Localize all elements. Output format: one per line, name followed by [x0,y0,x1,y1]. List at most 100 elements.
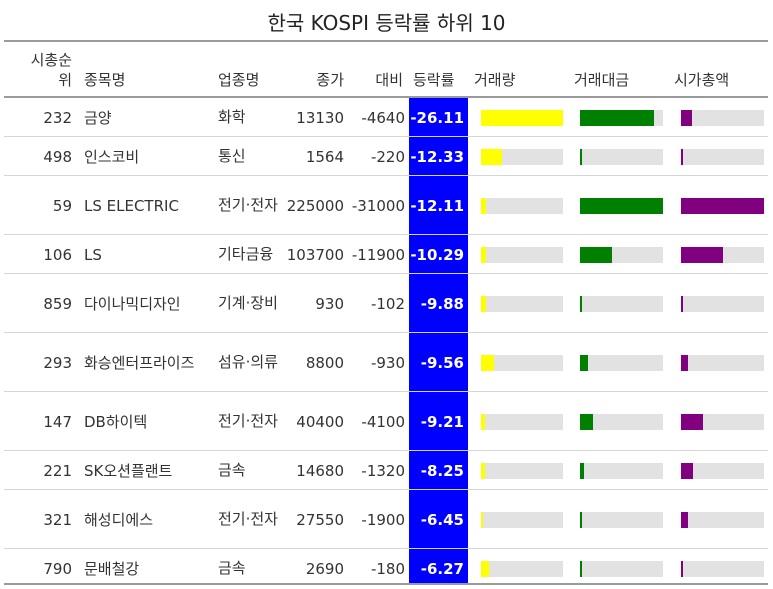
change-cell: -1320 [361,461,405,480]
rank-cell: 498 [43,147,72,166]
value-track [580,149,663,165]
mcap-bar [681,247,723,263]
volume-track [481,247,563,263]
rate-cell: -9.21 [420,412,464,431]
rate-cell: -8.25 [420,461,464,480]
value-bar [580,198,663,214]
mcap-track [681,463,764,479]
name-cell: 인스코비 [84,148,140,166]
volume-bar [481,110,563,126]
mcap-track [681,512,764,528]
mcap-bar [681,561,683,577]
volume-track [481,512,563,528]
sector-cell: 기계·장비 [218,294,278,312]
value-bar [580,561,582,577]
table-title: 한국 KOSPI 등락률 하위 10 [267,11,506,35]
sector-cell: 금속 [218,559,246,577]
mcap-bar [681,355,688,371]
name-cell: 화승엔터프라이즈 [84,354,195,372]
value-track [580,561,663,577]
mcap-bar [681,110,692,126]
close-cell: 13130 [296,108,344,127]
close-cell: 27550 [296,510,344,529]
value-track [580,414,663,430]
name-cell: 금양 [84,109,112,127]
rank-cell: 59 [52,196,72,215]
close-cell: 2690 [305,559,344,578]
volume-track [481,561,563,577]
volume-bar [481,463,486,479]
name-cell: 해성디에스 [84,511,154,529]
rank-cell: 321 [43,510,72,529]
volume-track [481,414,563,430]
volume-track [481,198,563,214]
close-cell: 8800 [305,353,344,372]
volume-track [481,296,563,312]
volume-bar [481,296,486,312]
rank-cell: 106 [43,245,72,264]
table-row: 293 화승엔터프라이즈 섬유·의류 8800 -930 -9.56 [4,333,768,392]
rate-cell: -26.11 [410,108,464,127]
value-track [580,463,663,479]
header-close: 종가 [316,71,344,89]
value-track [580,355,663,371]
rate-cell: -10.29 [410,245,464,264]
rate-cell: -12.11 [410,196,464,215]
close-cell: 14680 [296,461,344,480]
change-cell: -11900 [351,245,405,264]
top-rule [4,40,768,42]
row-separator [4,175,768,176]
rank-cell: 859 [43,294,72,313]
name-cell: SK오션플랜트 [84,462,173,480]
volume-bar [481,561,490,577]
value-track [580,296,663,312]
volume-bar [481,247,486,263]
change-cell: -4100 [361,412,405,431]
value-bar [580,110,654,126]
rank-cell: 293 [43,353,72,372]
change-cell: -102 [370,294,405,313]
close-cell: 40400 [296,412,344,431]
rate-cell: -9.56 [420,353,464,372]
row-separator [4,548,768,549]
mcap-track [681,296,764,312]
close-cell: 1564 [305,147,344,166]
mcap-track [681,149,764,165]
sector-cell: 섬유·의류 [218,353,278,371]
mcap-bar [681,198,764,214]
sector-cell: 화학 [218,108,246,126]
name-cell: LS ELECTRIC [84,196,179,215]
mcap-track [681,110,764,126]
rate-cell: -6.27 [420,559,464,578]
name-cell: 문배철강 [84,560,140,578]
rate-cell: -6.45 [420,510,464,529]
row-separator [4,273,768,274]
close-cell: 225000 [286,196,344,215]
row-separator [4,332,768,333]
value-bar [580,247,613,263]
rate-column-background [409,98,468,583]
header-rule [4,96,768,98]
close-cell: 930 [315,294,344,313]
change-cell: -220 [370,147,405,166]
table-row: 232 금양 화학 13130 -4640 -26.11 [4,98,768,137]
rank-cell: 147 [43,412,72,431]
close-cell: 103700 [286,245,344,264]
row-separator [4,136,768,137]
mcap-bar [681,512,688,528]
header-change: 대비 [375,71,403,89]
sector-cell: 통신 [218,147,246,165]
value-bar [580,463,585,479]
sector-cell: 금속 [218,461,246,479]
change-cell: -31000 [351,196,405,215]
mcap-bar [681,414,704,430]
mcap-track [681,561,764,577]
name-cell: DB하이텍 [84,413,148,431]
mcap-bar [681,149,684,165]
header-value: 거래대금 [574,71,630,89]
mcap-bar [681,463,693,479]
header-rank: 시총순위 [30,51,72,89]
volume-bar [481,512,483,528]
table-row: 859 다이나믹디자인 기계·장비 930 -102 -9.88 [4,274,768,333]
